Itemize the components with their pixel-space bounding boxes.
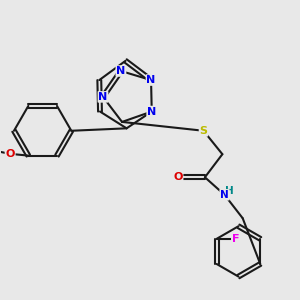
Text: N: N — [146, 75, 156, 85]
Text: H: H — [225, 186, 234, 196]
Text: S: S — [200, 126, 208, 136]
Text: N: N — [98, 92, 108, 102]
Text: N: N — [220, 190, 229, 200]
Text: N: N — [147, 106, 156, 116]
Text: O: O — [173, 172, 183, 182]
Text: F: F — [232, 234, 239, 244]
Text: O: O — [5, 149, 15, 159]
Text: N: N — [116, 66, 125, 76]
